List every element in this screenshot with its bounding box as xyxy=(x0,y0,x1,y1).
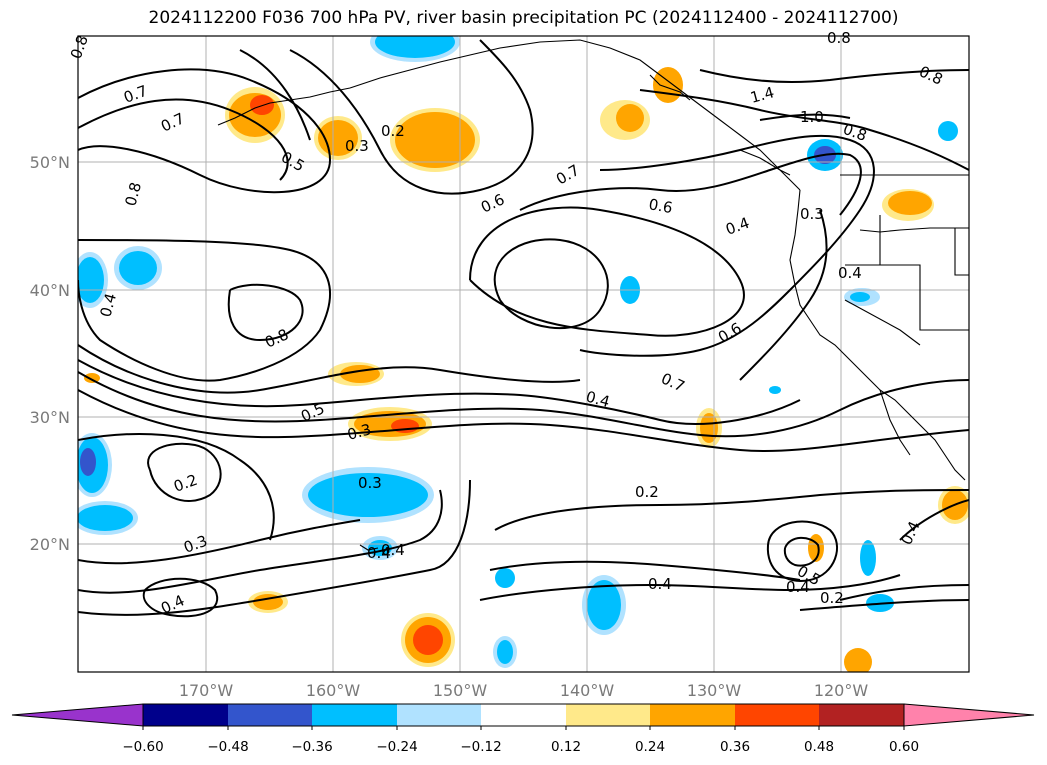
contour-label: 0.7 xyxy=(158,109,187,135)
lon-label-150w: 150°W xyxy=(433,681,488,700)
contour-label: 0.4 xyxy=(584,387,612,411)
coastlines xyxy=(217,39,969,551)
shaded-precip-pc xyxy=(78,36,969,672)
colorbar-swatch xyxy=(481,704,566,726)
contour-label: 0.3 xyxy=(358,474,382,492)
colorbar-tick-label: −0.36 xyxy=(291,739,332,755)
contour-label: 0.5 xyxy=(278,148,308,176)
colorbar-swatch xyxy=(397,704,481,726)
contour-label: 0.4 xyxy=(648,575,672,593)
contour-label: 0.8 xyxy=(262,325,291,351)
lat-label-30n: 30°N xyxy=(30,408,70,427)
colorbar-swatch xyxy=(228,704,312,726)
latitude-axis-labels: 50°N 40°N 30°N 20°N xyxy=(30,153,70,554)
colorbar-tick-label: −0.12 xyxy=(460,739,501,755)
contour-label: 0.4 xyxy=(723,214,752,239)
contour-label: 0.2 xyxy=(381,122,405,140)
lat-label-20n: 20°N xyxy=(30,535,70,554)
colorbar-ticks: −0.60 −0.48 −0.36 −0.24 −0.12 0.12 0.24 … xyxy=(122,739,919,755)
contour-label: 0.4 xyxy=(381,541,405,559)
colorbar-tick-label: 0.36 xyxy=(720,739,750,755)
contour-label: 1.4 xyxy=(748,83,776,107)
lon-label-140w: 140°W xyxy=(560,681,615,700)
lat-label-50n: 50°N xyxy=(30,153,70,172)
contour-label: 0.6 xyxy=(647,195,674,217)
contour-label: 0.4 xyxy=(96,291,120,319)
contour-label: 0.7 xyxy=(658,369,687,395)
colorbar-tick-label: 0.60 xyxy=(889,739,919,755)
colorbar-extend-max xyxy=(903,703,1035,727)
figure-title: 2024112200 F036 700 hPa PV, river basin … xyxy=(148,8,899,28)
longitude-axis-labels: 170°W 160°W 150°W 140°W 130°W 120°W xyxy=(179,681,869,700)
contour-label: 1.0 xyxy=(800,108,824,126)
lat-label-40n: 40°N xyxy=(30,281,70,300)
colorbar xyxy=(11,703,1035,730)
contour-label: 0.4 xyxy=(367,544,391,562)
colorbar-tick-label: 0.24 xyxy=(635,739,665,755)
contour-label: 0.2 xyxy=(820,589,844,607)
contour-label: 0.4 xyxy=(786,578,810,596)
positive-pc-areas xyxy=(84,67,969,672)
colorbar-tick-label: 0.48 xyxy=(804,739,834,755)
contour-label: 0.3 xyxy=(345,137,369,155)
contour-label: 0.2 xyxy=(635,483,659,501)
negative-pc-areas xyxy=(78,36,958,668)
contour-label: 0.8 xyxy=(827,29,851,47)
lon-label-160w: 160°W xyxy=(306,681,361,700)
contour-label: 0.3 xyxy=(345,420,373,444)
colorbar-tick-label: −0.24 xyxy=(376,739,417,755)
colorbar-outline xyxy=(142,703,905,727)
contour-label: 0.7 xyxy=(553,161,583,189)
colorbar-tick-label: −0.60 xyxy=(122,739,163,755)
contour-label: 0.3 xyxy=(800,205,824,223)
colorbar-swatch xyxy=(312,704,397,726)
pv-contours xyxy=(78,39,969,618)
colorbar-swatch xyxy=(143,704,228,726)
colorbar-swatch xyxy=(650,704,735,726)
contour-label: 0.8 xyxy=(916,62,945,88)
contour-label: 0.6 xyxy=(478,190,507,216)
colorbar-tick-label: 0.12 xyxy=(551,739,581,755)
contour-label: 0.2 xyxy=(171,471,200,496)
contour-label: 0.4 xyxy=(838,264,862,282)
contour-label: 0.8 xyxy=(121,180,145,208)
contour-labels: 0.8 0.7 0.7 0.5 0.3 0.2 0.6 0.7 0.6 0.4 … xyxy=(67,29,946,618)
lon-label-130w: 130°W xyxy=(687,681,742,700)
lon-label-120w: 120°W xyxy=(814,681,869,700)
map-frame xyxy=(77,35,970,673)
colorbar-tick-label: −0.48 xyxy=(207,739,248,755)
contour-label: 0.8 xyxy=(67,33,92,62)
contour-label: 0.8 xyxy=(841,120,870,145)
colorbar-swatch xyxy=(566,704,650,726)
lon-label-170w: 170°W xyxy=(179,681,234,700)
graticule xyxy=(78,36,969,672)
colorbar-extend-min xyxy=(11,703,144,727)
colorbar-swatch xyxy=(819,704,904,726)
colorbar-swatch xyxy=(735,704,819,726)
